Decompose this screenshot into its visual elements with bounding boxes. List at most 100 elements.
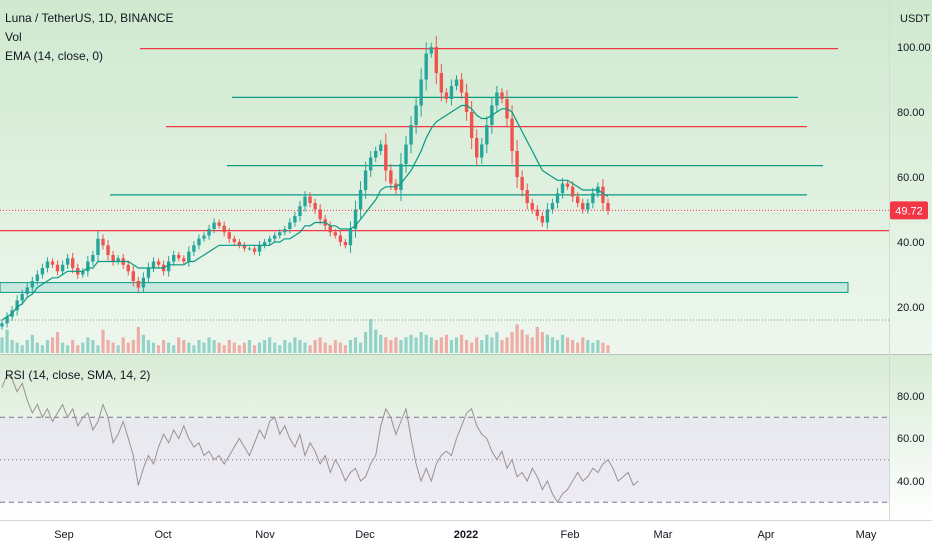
volume-bar (394, 337, 398, 353)
volume-bar (525, 334, 529, 353)
volume-bar (591, 342, 595, 353)
volume-bar (187, 342, 191, 353)
candle-body (384, 144, 388, 171)
volume-bar (586, 340, 590, 353)
ema-line (1, 104, 609, 321)
rsi-axis[interactable]: 80.00 60.00 40.00 (897, 391, 925, 488)
volume-bar (81, 342, 85, 353)
volume-bar (303, 342, 307, 353)
x-tick-label: Sep (54, 529, 74, 541)
candle-body (500, 92, 504, 99)
volume-bar (207, 337, 211, 353)
volume-bar (338, 342, 342, 353)
candle-body (283, 229, 287, 233)
volume-bar (480, 340, 484, 353)
volume-bar (343, 345, 347, 353)
volume-bar (182, 340, 186, 353)
volume-bar (454, 337, 459, 353)
candle-body (192, 245, 196, 252)
volume-bar (45, 340, 50, 353)
candle-body (535, 209, 539, 216)
volume-bar (399, 340, 403, 353)
candle-body (273, 235, 277, 239)
volume-bar (40, 345, 44, 353)
price-axis[interactable]: 100.00 80.00 60.00 40.00 20.00 (897, 42, 931, 314)
volume-bar (257, 342, 262, 353)
candle-body (247, 248, 252, 250)
volume-bar (30, 334, 34, 353)
candle-body (35, 274, 40, 281)
volume-bar (106, 340, 110, 353)
candle-body (389, 170, 393, 184)
volume-bar (485, 334, 489, 353)
volume-label: Vol (5, 30, 22, 44)
volume-bar (55, 332, 60, 353)
volume-bar (490, 337, 494, 353)
volume-bar (66, 345, 70, 353)
candle-body (202, 235, 206, 239)
volume-bar (520, 329, 524, 353)
volume-bar (111, 342, 115, 353)
candle-body (520, 177, 524, 190)
x-tick-label: May (856, 529, 877, 541)
rsi-tick-label: 40.00 (897, 476, 925, 488)
candle-body (540, 216, 545, 223)
candle-body (565, 183, 570, 187)
volume-bar (308, 345, 312, 353)
volume-bar (358, 342, 363, 353)
volume-bar (439, 337, 443, 353)
rsi-tick-label: 80.00 (897, 391, 925, 403)
volume-bar (268, 337, 272, 353)
volume-bar (505, 337, 509, 353)
candle-body (495, 92, 499, 106)
x-tick-label: 2022 (454, 529, 478, 541)
candle-body (308, 196, 312, 203)
volume-bar (96, 345, 100, 353)
last-price-value: 49.72 (895, 205, 923, 217)
candle-body (530, 203, 534, 210)
candle-body (55, 264, 60, 272)
candle-body (399, 164, 403, 190)
candle-body (363, 170, 368, 190)
volume-bar (353, 337, 358, 353)
candle-body (5, 316, 9, 324)
candle-body (60, 264, 65, 272)
candle-body (242, 245, 247, 249)
volume-bar (177, 337, 181, 353)
candle-body (237, 242, 242, 246)
candle-body (15, 300, 19, 311)
volume-bar (384, 337, 388, 353)
candle-body (182, 258, 186, 262)
candle-body (187, 251, 191, 262)
volume-bar (172, 345, 176, 353)
volume-bar (298, 340, 302, 353)
volume-bar (283, 340, 287, 353)
volume-bar (91, 340, 95, 353)
volume-bar (167, 342, 171, 353)
x-tick-label: Dec (355, 529, 375, 541)
candle-body (469, 112, 474, 138)
time-axis[interactable]: Sep Oct Nov Dec 2022 Feb Mar Apr May (54, 529, 877, 541)
candle-body (555, 193, 560, 203)
volume-bar (424, 334, 428, 353)
candle-body (25, 287, 29, 294)
volume-bar (20, 345, 24, 353)
volume-bar (50, 337, 55, 353)
candle-body (419, 79, 423, 106)
volume-bar (71, 340, 75, 353)
volume-bar (540, 332, 544, 353)
y-tick-label: 20.00 (897, 302, 925, 314)
volume-bar (131, 340, 135, 353)
volume-bar (263, 340, 267, 353)
volume-bar (116, 345, 120, 353)
candle-body (288, 222, 292, 229)
volume-bar (459, 334, 464, 353)
volume-bar (379, 334, 383, 353)
candle-body (444, 92, 449, 99)
volume-bar (323, 342, 327, 353)
volume-bar (364, 332, 368, 353)
candle-body (454, 79, 459, 86)
candle-body (177, 255, 181, 259)
volume-bar (146, 340, 151, 353)
